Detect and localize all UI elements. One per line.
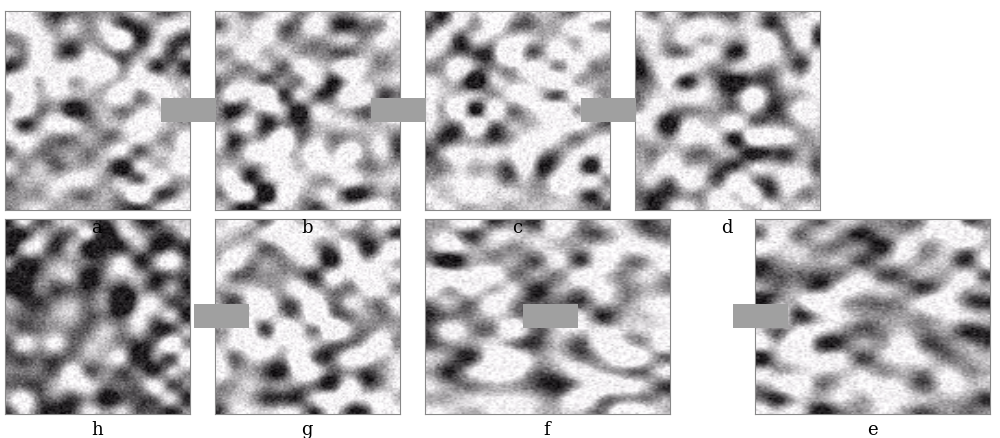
Text: d: d [721,219,733,237]
Bar [161,98,216,122]
Text: h: h [91,421,103,438]
Bar [732,304,788,328]
Text: b: b [301,219,313,237]
Text: c: c [512,219,522,237]
Text: f: f [544,421,550,438]
Text: g: g [301,421,313,438]
Bar [580,98,636,122]
Bar [194,304,249,328]
Bar [523,304,578,328]
Text: e: e [867,421,877,438]
Bar [370,98,426,122]
Text: a: a [92,219,102,237]
